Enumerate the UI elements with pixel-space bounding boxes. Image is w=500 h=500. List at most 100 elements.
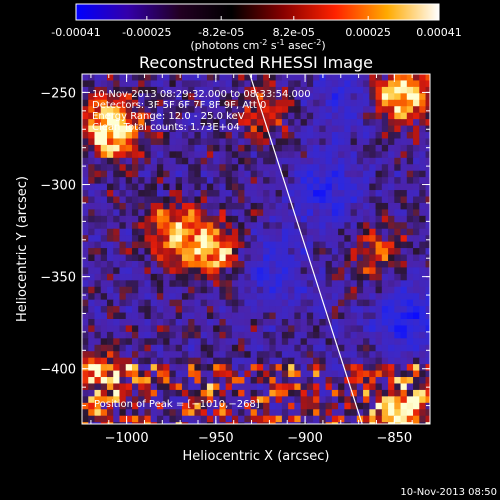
heatmap-cell: [194, 325, 202, 333]
heatmap-cell: [113, 325, 121, 333]
heatmap-cell: [313, 106, 320, 114]
heatmap-cell: [263, 222, 270, 230]
heatmap-cell: [150, 338, 158, 346]
heatmap-cell: [319, 151, 327, 159]
heatmap-cell: [144, 383, 152, 391]
heatmap-cell: [131, 144, 139, 152]
heatmap-cell: [313, 74, 320, 82]
heatmap-cell: [250, 151, 258, 159]
heatmap-cell: [88, 319, 96, 327]
heatmap-cell: [419, 319, 427, 327]
heatmap-cell: [306, 351, 314, 359]
heatmap-cell: [175, 222, 183, 230]
heatmap-cell: [106, 157, 114, 165]
heatmap-cell: [163, 86, 171, 94]
heatmap-cell: [263, 331, 270, 339]
heatmap-cell: [88, 241, 96, 249]
heatmap-cell: [294, 93, 302, 101]
heatmap-cell: [325, 228, 333, 236]
heatmap-cell: [169, 222, 177, 230]
heatmap-cell: [200, 86, 208, 94]
heatmap-cell: [400, 286, 408, 294]
heatmap-cell: [275, 106, 283, 114]
heatmap-cell: [319, 138, 327, 146]
heatmap-cell: [244, 132, 252, 140]
heatmap-cell: [425, 151, 430, 159]
heatmap-cell: [82, 241, 89, 249]
heatmap-cell: [125, 248, 133, 256]
heatmap-cell: [325, 125, 333, 133]
heatmap-cell: [181, 396, 189, 404]
heatmap-cell: [363, 422, 370, 424]
heatmap-cell: [294, 422, 302, 424]
heatmap-cell: [125, 383, 133, 391]
heatmap-cell: [400, 331, 408, 339]
heatmap-cell: [313, 119, 320, 127]
heatmap-cell: [200, 319, 208, 327]
heatmap-cell: [406, 344, 414, 352]
heatmap-cell: [294, 299, 302, 307]
heatmap-cell: [125, 241, 133, 249]
heatmap-cell: [188, 402, 196, 410]
heatmap-cell: [106, 112, 114, 120]
heatmap-cell: [169, 99, 177, 107]
heatmap-cell: [281, 280, 289, 288]
heatmap-cell: [163, 331, 171, 339]
heatmap-cell: [325, 273, 333, 281]
heatmap-cell: [331, 93, 339, 101]
heatmap-cell: [356, 383, 364, 391]
heatmap-cell: [250, 228, 258, 236]
heatmap-cell: [213, 273, 221, 281]
heatmap-cell: [225, 319, 233, 327]
heatmap-cell: [344, 177, 352, 185]
heatmap-cell: [213, 228, 221, 236]
heatmap-cell: [219, 338, 227, 346]
heatmap-cell: [381, 99, 389, 107]
heatmap-cell: [363, 222, 370, 230]
heatmap-cell: [275, 248, 283, 256]
heatmap-cell: [244, 267, 252, 275]
heatmap-cell: [219, 215, 227, 223]
heatmap-cell: [231, 183, 239, 191]
heatmap-cell: [238, 260, 245, 269]
heatmap-cell: [144, 177, 152, 185]
heatmap-cell: [413, 222, 420, 230]
heatmap-cell: [400, 241, 408, 249]
heatmap-cell: [313, 325, 320, 333]
heatmap-cell: [113, 132, 121, 140]
heatmap-cell: [325, 170, 333, 178]
heatmap-cell: [256, 338, 264, 346]
heatmap-cell: [131, 99, 139, 107]
heatmap-cell: [175, 119, 183, 127]
heatmap-cell: [188, 344, 196, 352]
heatmap-cell: [213, 415, 221, 423]
heatmap-cell: [169, 422, 177, 424]
heatmap-cell: [119, 106, 127, 114]
heatmap-cell: [213, 299, 221, 307]
heatmap-cell: [100, 228, 108, 236]
heatmap-cell: [238, 222, 245, 230]
heatmap-cell: [394, 106, 402, 114]
heatmap-cell: [331, 235, 339, 243]
heatmap-cell: [375, 351, 383, 359]
heatmap-cell: [213, 286, 221, 294]
heatmap-cell: [419, 248, 427, 256]
heatmap-cell: [369, 357, 377, 365]
heatmap-cell: [125, 422, 133, 424]
heatmap-cell: [281, 119, 289, 127]
heatmap-cell: [150, 235, 158, 243]
heatmap-cell: [219, 235, 227, 243]
heatmap-cell: [344, 389, 352, 397]
heatmap-cell: [281, 132, 289, 140]
heatmap-cell: [150, 299, 158, 307]
heatmap-cell: [331, 74, 339, 82]
heatmap-cell: [381, 338, 389, 346]
heatmap-cell: [288, 228, 295, 236]
heatmap-cell: [206, 177, 214, 185]
heatmap-cell: [381, 409, 389, 417]
heatmap-cell: [263, 402, 270, 410]
heatmap-cell: [344, 86, 352, 94]
heatmap-cell: [231, 112, 239, 120]
heatmap-cell: [150, 312, 158, 320]
heatmap-cell: [356, 151, 364, 159]
